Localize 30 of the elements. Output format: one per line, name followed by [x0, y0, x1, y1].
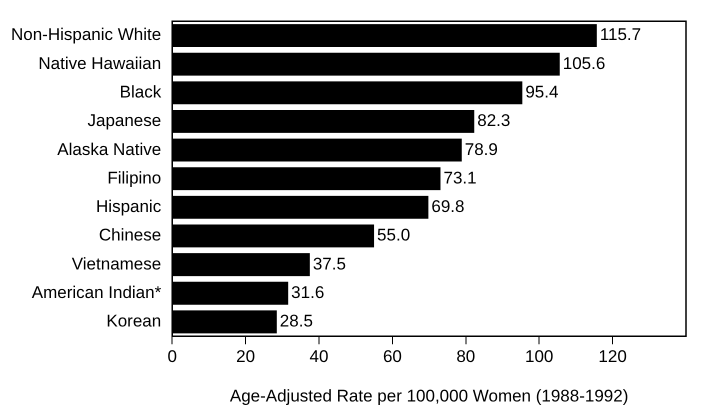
y-tick-label: Japanese [87, 111, 162, 130]
data-label: 82.3 [477, 111, 510, 130]
data-label: 28.5 [280, 312, 313, 331]
data-label: 95.4 [525, 82, 558, 102]
y-tick-label: Vietnamese [72, 254, 162, 274]
x-tick-label: 20 [236, 347, 256, 366]
x-tick-label: 120 [598, 347, 627, 366]
x-tick-label: 100 [525, 347, 554, 366]
data-label: 115.7 [600, 25, 642, 44]
y-tick-label: Alaska Native [57, 140, 162, 159]
y-tick-label: Korean [106, 312, 162, 331]
x-axis-title: Age-Adjusted Rate per 100,000 Women (1988-1992) [230, 386, 628, 406]
y-tick-label: Chinese [98, 226, 162, 245]
data-label: 78.9 [464, 140, 498, 159]
x-tick-label: 60 [382, 347, 402, 366]
y-tick-label: Filipino [107, 168, 162, 188]
x-tick-label: 0 [167, 347, 177, 366]
data-label: 69.8 [431, 197, 464, 216]
y-tick-label: American Indian* [32, 282, 162, 302]
y-tick-label: Hispanic [96, 197, 162, 216]
y-tick-label: Non-Hispanic White [10, 25, 162, 44]
data-label: 55.0 [377, 226, 410, 245]
y-tick-label: Black [120, 82, 162, 102]
data-label: 73.1 [443, 168, 477, 188]
x-tick-label: 40 [310, 347, 328, 366]
data-label: 37.5 [312, 254, 346, 274]
data-label: 105.6 [562, 54, 606, 73]
x-tick-label: 80 [456, 347, 476, 366]
y-tick-label: Native Hawaiian [38, 54, 162, 73]
data-label: 31.6 [291, 282, 324, 302]
